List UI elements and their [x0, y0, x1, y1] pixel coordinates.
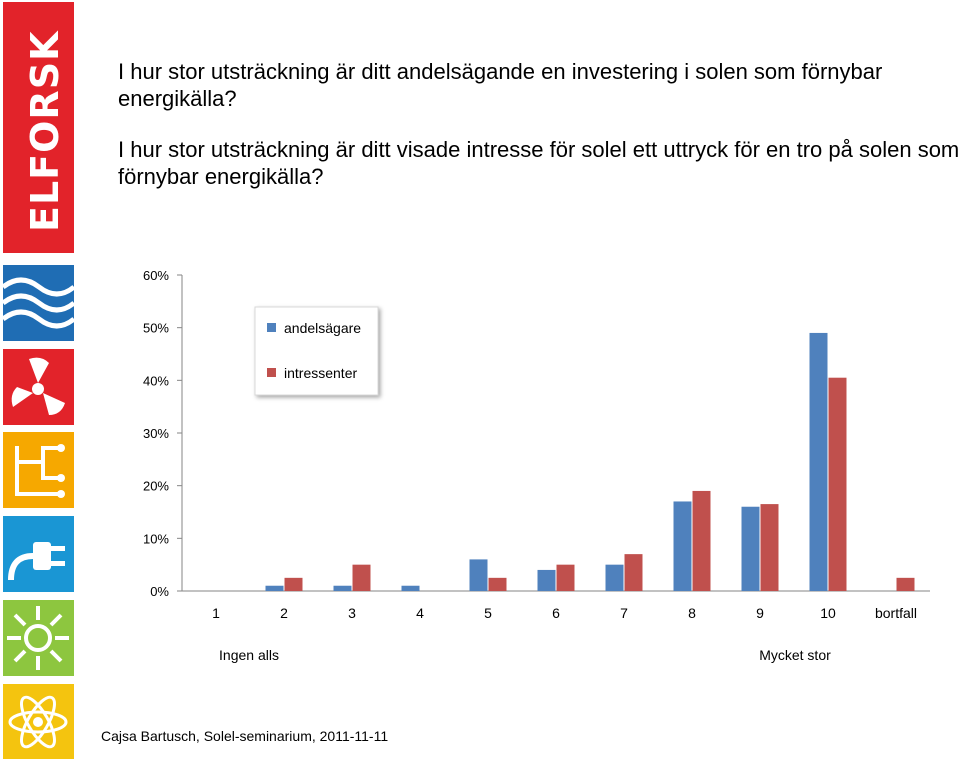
plug-icon — [3, 516, 74, 592]
bar-intressenter — [896, 577, 915, 591]
axis-annotation: Ingen alls — [219, 647, 279, 663]
bar-andelsagare — [401, 585, 420, 591]
legend-box — [254, 306, 379, 396]
bar-intressenter — [624, 554, 643, 591]
atom-icon — [3, 684, 74, 759]
legend-swatch — [267, 368, 276, 377]
bar-intressenter — [488, 577, 507, 591]
chart-bars — [265, 332, 915, 591]
chart-axes — [177, 274, 930, 592]
bar-andelsagare — [537, 569, 556, 591]
bar-andelsagare — [333, 585, 352, 591]
y-tick-label: 60% — [143, 268, 169, 283]
fan-icon — [3, 349, 74, 425]
legend-label: intressenter — [284, 365, 357, 381]
x-tick-label: 3 — [348, 605, 356, 621]
bar-intressenter — [556, 564, 575, 591]
x-tick-label: 6 — [552, 605, 560, 621]
x-tick-label: bortfall — [875, 605, 917, 621]
sun-icon — [3, 600, 74, 676]
y-tick-label: 40% — [143, 373, 169, 388]
bar-andelsagare — [809, 332, 828, 591]
x-tick-label: 5 — [484, 605, 492, 621]
bar-intressenter — [760, 504, 779, 591]
bar-andelsagare — [469, 559, 488, 591]
x-tick-label: 1 — [212, 605, 220, 621]
x-tick-label: 8 — [688, 605, 696, 621]
axis-annotation: Mycket stor — [759, 647, 831, 663]
legend-swatch — [267, 323, 276, 332]
x-tick-label: 9 — [756, 605, 764, 621]
y-tick-label: 0% — [150, 584, 169, 599]
bar-intressenter — [284, 577, 303, 591]
circuit-icon — [3, 432, 74, 508]
footer-credit: Cajsa Bartusch, Solel-seminarium, 2011-1… — [101, 728, 389, 744]
bar-intressenter — [692, 490, 711, 591]
bar-intressenter — [352, 564, 371, 591]
question-title-2: I hur stor utsträckning är ditt visade i… — [118, 137, 960, 189]
waves-icon — [3, 265, 74, 341]
x-tick-label: 10 — [820, 605, 836, 621]
x-tick-label: 4 — [416, 605, 424, 621]
y-tick-label: 50% — [143, 321, 169, 336]
bar-intressenter — [828, 377, 847, 591]
y-tick-label: 20% — [143, 479, 169, 494]
bar-andelsagare — [605, 564, 624, 591]
chart-legend: andelsägare intressenter — [254, 306, 379, 396]
question-title-1: I hur stor utsträckning är ditt andelsäg… — [118, 59, 883, 111]
chart-labels: 0% 10% 20% 30% 40% 50% 60% 1 2 3 4 5 6 7 8 9 10 bortfall I… — [143, 268, 917, 663]
y-tick-label: 10% — [143, 531, 169, 546]
elforsk-logo: ELFORSK — [3, 2, 74, 253]
sidebar: ELFORSK — [0, 0, 75, 759]
bar-andelsagare — [741, 506, 760, 591]
y-tick-label: 30% — [143, 426, 169, 441]
bar-andelsagare — [265, 585, 284, 591]
bar-andelsagare — [673, 501, 692, 591]
bar-chart: 0% 10% 20% 30% 40% 50% 60% 1 2 3 4 5 6 7 8 9 10 bortfall I… — [143, 268, 930, 663]
x-tick-label: 2 — [280, 605, 288, 621]
legend-label: andelsägare — [284, 320, 361, 336]
x-tick-label: 7 — [620, 605, 628, 621]
